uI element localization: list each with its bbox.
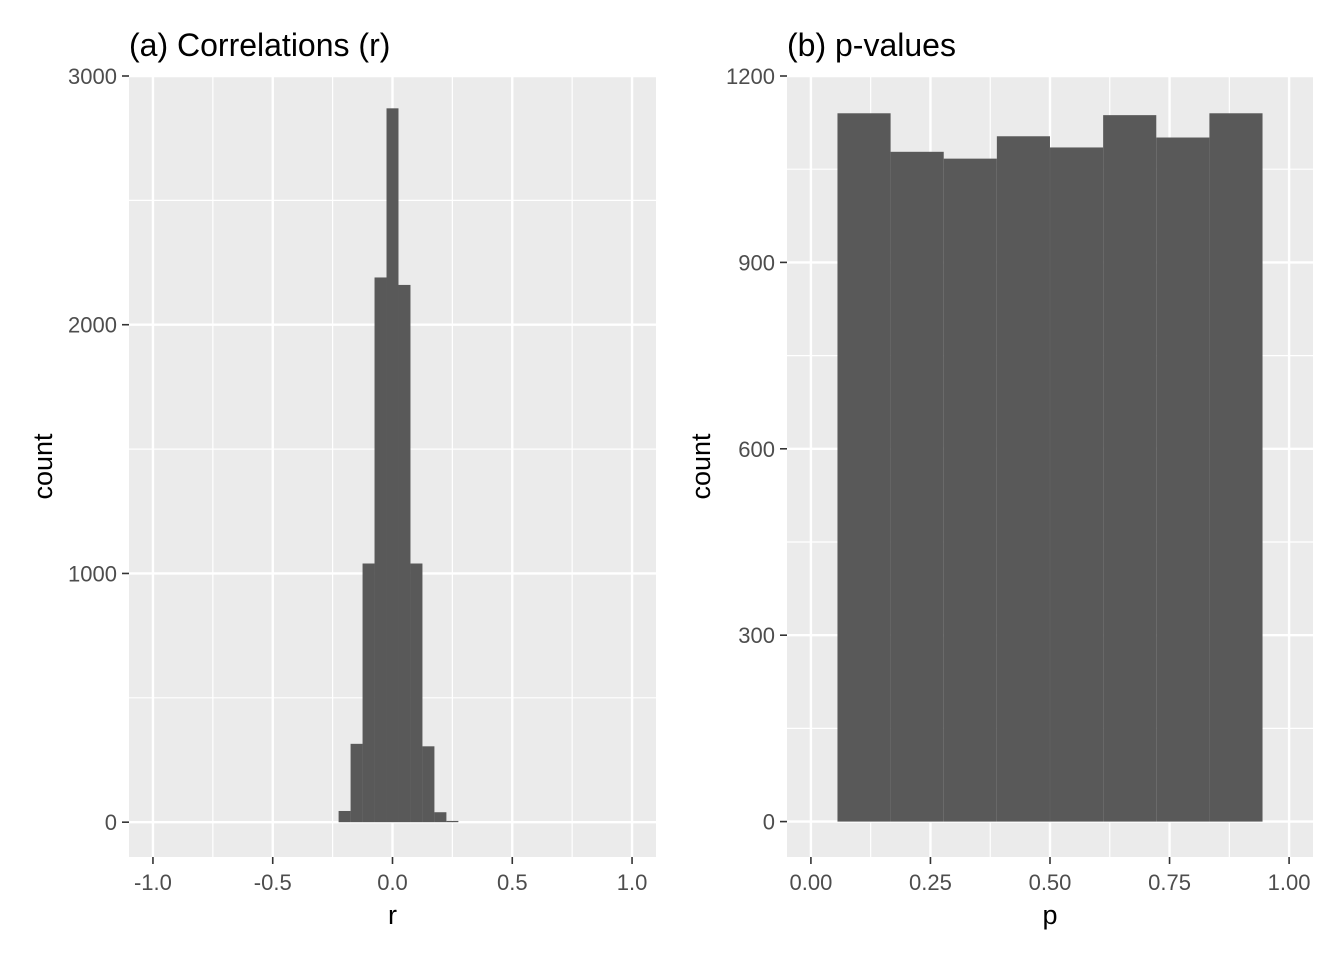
histogram-bar (350, 743, 363, 823)
y-axis-label: count (28, 433, 58, 500)
y-tick-label: 600 (738, 437, 775, 462)
x-tick-label: 0.50 (1029, 870, 1072, 895)
histogram-bar (422, 746, 435, 823)
x-tick-label: 1.00 (1268, 870, 1311, 895)
y-tick-label: 900 (738, 250, 775, 275)
histogram-bar (374, 277, 387, 823)
histogram-bar (362, 563, 375, 823)
histogram-bar (1156, 137, 1210, 822)
histogram-bar (434, 812, 447, 823)
histogram-bar (943, 158, 997, 822)
x-tick-label: 0.5 (497, 870, 528, 895)
histogram-bar (837, 113, 891, 822)
histogram-bar (338, 810, 351, 823)
y-axis-label: count (686, 433, 716, 500)
histogram-bar (1103, 115, 1157, 822)
histogram-bar (410, 563, 423, 823)
x-tick-label: -0.5 (254, 870, 292, 895)
histogram-bar (890, 151, 944, 822)
x-tick-label: 1.0 (617, 870, 648, 895)
chart-title: (b) p-values (787, 27, 956, 63)
x-axis-label: r (388, 900, 397, 930)
histogram-bar (386, 108, 399, 823)
histogram-bar (996, 136, 1050, 822)
histogram-bar (1050, 147, 1104, 822)
y-tick-label: 1200 (726, 64, 775, 89)
x-tick-label: 0.00 (789, 870, 832, 895)
y-tick-label: 0 (763, 810, 775, 835)
y-tick-label: 2000 (68, 313, 117, 338)
y-tick-label: 1000 (68, 561, 117, 586)
histogram-bar (446, 820, 459, 823)
x-tick-label: 0.0 (377, 870, 408, 895)
y-tick-label: 300 (738, 623, 775, 648)
x-tick-label: 0.75 (1148, 870, 1191, 895)
x-tick-label: 0.25 (909, 870, 952, 895)
panel-b-p-values: 0.00 0.25 0.50 0.75 1.00 0 300 600 900 1200 (b) p-… (686, 27, 1313, 930)
chart-title: (a) Correlations (r) (129, 27, 390, 63)
y-tick-label: 3000 (68, 64, 117, 89)
histogram-bar (1209, 113, 1263, 822)
x-axis-label: p (1042, 900, 1057, 930)
histogram-bar (398, 284, 411, 823)
x-tick-label: -1.0 (134, 870, 172, 895)
y-tick-label: 0 (105, 810, 117, 835)
panel-a-correlations: -1.0 -0.5 0.0 0.5 1.0 0 1000 2000 3000 (a) Correl… (28, 27, 656, 930)
